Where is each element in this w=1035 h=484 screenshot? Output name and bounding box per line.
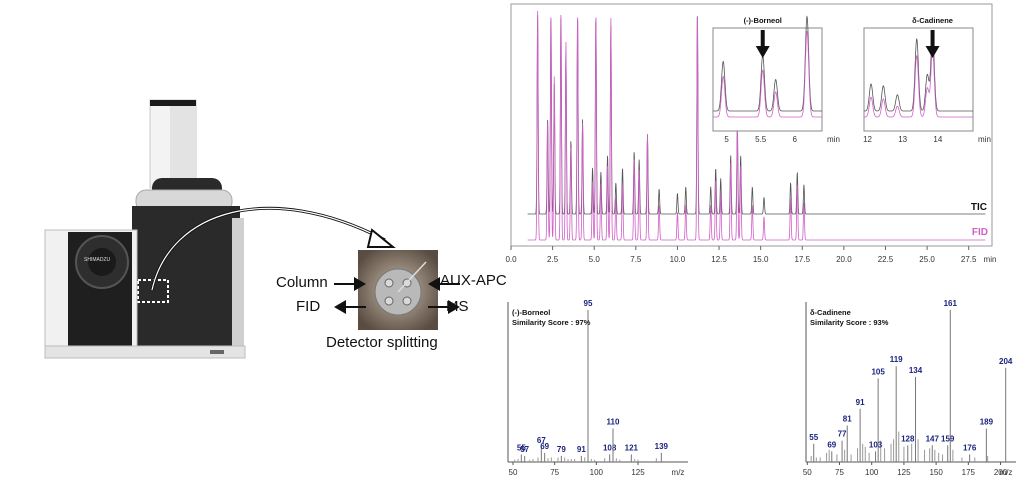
spectrum-peak-label: 204 — [999, 357, 1013, 366]
detector-highlight-box — [137, 279, 169, 303]
spectrum-subtitle: Similarity Score : 93% — [810, 318, 889, 327]
spectrum-peak-label: 110 — [607, 418, 620, 427]
main-xtick-label: 22.5 — [878, 255, 894, 264]
spectrum-peak-label: 91 — [577, 445, 586, 454]
inset-xtick-label: 14 — [933, 135, 942, 144]
inset-xlabel: min — [827, 135, 840, 144]
spectrum-xtick-label: 100 — [590, 468, 604, 477]
spectrum-title: δ-Cadinene — [810, 308, 851, 317]
spectrum-peak-label: 176 — [963, 443, 977, 452]
spectrum-xtick-label: 75 — [550, 468, 559, 477]
inset-frame — [712, 27, 823, 132]
spectrum-peak-label: 189 — [980, 418, 994, 427]
spectrum-peak-label: 67 — [537, 436, 546, 445]
inset-xtick-label: 5.5 — [755, 135, 767, 144]
gcms-instrument-illustration — [44, 99, 396, 359]
main-xtick-label: 5.0 — [589, 255, 601, 264]
inset-xtick-label: 5 — [724, 135, 729, 144]
arrowhead-icon — [366, 228, 396, 248]
aux-apc-label: AUX-APC — [440, 272, 507, 289]
spectrum-xtick-label: 125 — [897, 468, 911, 477]
inset-xtick-label: 13 — [898, 135, 907, 144]
spectrum-peak-label: 91 — [856, 398, 865, 407]
tic-trace — [527, 14, 986, 215]
main-xtick-label: 25.0 — [919, 255, 935, 264]
main-xtick-label: 2.5 — [547, 255, 559, 264]
spectrum-xlabel: m/z — [1000, 468, 1013, 477]
spectrum-peak-label: 57 — [520, 445, 529, 454]
inset-xtick-label: 12 — [863, 135, 872, 144]
spectrum-xtick-label: 200 — [994, 468, 1008, 477]
spectrum-peak-label: 108 — [603, 443, 617, 452]
spectrum-peak-label: 139 — [655, 442, 669, 451]
spectrum-xlabel: m/z — [672, 468, 685, 477]
main-xtick-label: 15.0 — [753, 255, 769, 264]
down-arrow-icon — [760, 30, 765, 48]
legend-tic: TIC — [971, 202, 987, 213]
main-xtick-label: 10.0 — [670, 255, 686, 264]
main-xtick-label: 17.5 — [794, 255, 810, 264]
main-xtick-label: 12.5 — [711, 255, 727, 264]
spectrum-xtick-label: 125 — [631, 468, 645, 477]
spectrum-peak-label: 103 — [869, 440, 883, 449]
spectrum-peak-label: 79 — [557, 445, 566, 454]
inset-xtick-label: 6 — [793, 135, 798, 144]
down-arrowhead-icon — [755, 46, 770, 58]
port-arrows — [334, 277, 460, 314]
spectrum-xtick-label: 75 — [835, 468, 844, 477]
spectrum-peak-label: 119 — [890, 355, 903, 364]
fid-arrow-icon — [334, 300, 366, 314]
spectrum-xtick-label: 150 — [929, 468, 943, 477]
main-xtick-label: 27.5 — [961, 255, 977, 264]
brand-logo: SHIMADZU — [84, 257, 111, 263]
spectrum-peak-label: 128 — [901, 434, 915, 443]
spectrum-peak-label: 105 — [871, 367, 885, 376]
main-xlabel: min — [984, 255, 997, 264]
down-arrow-icon — [930, 30, 935, 48]
spectrum-peak-label: 77 — [838, 430, 847, 439]
spectrum-subtitle: Similarity Score : 97% — [512, 318, 591, 327]
main-xtick-label: 20.0 — [836, 255, 852, 264]
spectrum-peak-label: 121 — [625, 443, 639, 452]
spectrum-xtick-label: 175 — [962, 468, 976, 477]
main-chromatogram-frame — [510, 3, 993, 247]
inset-title: δ-Cadinene — [912, 16, 953, 25]
spectrum-peak-label: 95 — [584, 299, 593, 308]
fid-trace — [527, 10, 986, 241]
spectrum-peak-label: 69 — [827, 440, 836, 449]
spectrum-xtick-label: 100 — [865, 468, 879, 477]
spectrum-peak-label: 55 — [517, 443, 526, 452]
spectrum-peak-label: 159 — [941, 434, 955, 443]
spectrum-title: (-)-Borneol — [512, 308, 550, 317]
main-xtick-label: 7.5 — [630, 255, 642, 264]
aux-apc-arrow-icon — [428, 277, 460, 291]
column-label: Column — [276, 274, 328, 291]
inset-tic-trace — [863, 33, 973, 112]
spectrum-peak-label: 69 — [540, 442, 549, 451]
column-arrow-icon — [334, 277, 366, 291]
down-arrowhead-icon — [925, 46, 940, 58]
spectrum-xtick-label: 50 — [803, 468, 812, 477]
main-xtick-label: 0.0 — [505, 255, 517, 264]
spectrum-peak-label: 161 — [944, 299, 958, 308]
spectrum-peak-label: 147 — [926, 434, 940, 443]
spectrum-xtick-label: 50 — [509, 468, 518, 477]
spectrum-peak-label: 81 — [843, 415, 852, 424]
legend-fid: FID — [972, 227, 988, 238]
ms-arrow-icon — [428, 300, 460, 314]
detector-splitting-caption: Detector splitting — [326, 334, 438, 351]
fid-label: FID — [296, 298, 321, 315]
inset-fid-trace — [863, 49, 973, 118]
spectrum-peak-label: 134 — [909, 366, 923, 375]
detector-splitting-photo — [358, 250, 438, 330]
inset-xlabel: min — [978, 135, 991, 144]
spectrum-peak-label: 55 — [809, 433, 818, 442]
inset-fid-trace — [713, 30, 822, 118]
ms-label: MS — [446, 298, 469, 315]
inset-title: (-)-Borneol — [744, 16, 782, 25]
